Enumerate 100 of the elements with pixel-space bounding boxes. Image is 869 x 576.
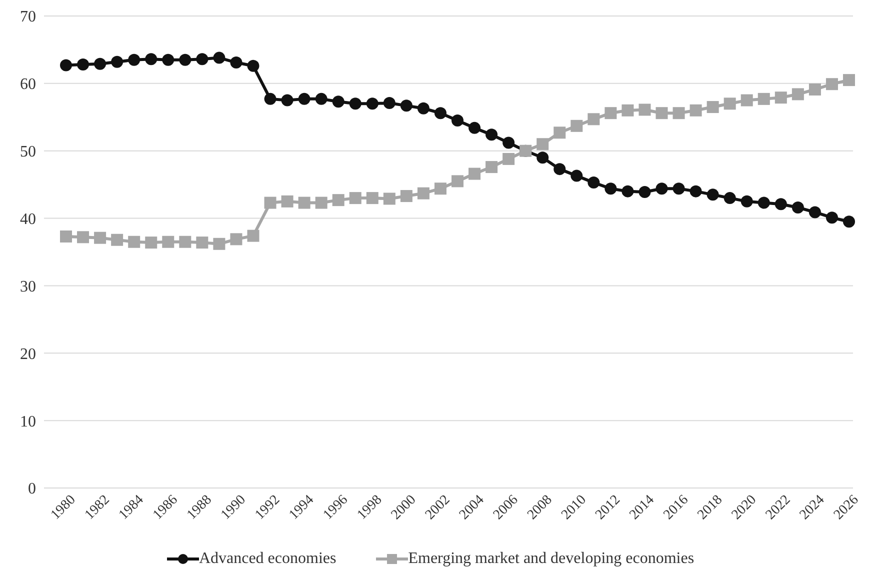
point bbox=[366, 98, 378, 110]
point bbox=[298, 196, 310, 209]
point bbox=[740, 94, 753, 106]
point bbox=[349, 192, 362, 204]
y-tick-label: 70 bbox=[20, 8, 36, 26]
point bbox=[740, 195, 753, 208]
point bbox=[179, 54, 192, 66]
point bbox=[315, 196, 328, 209]
point bbox=[400, 190, 412, 202]
point bbox=[554, 163, 566, 176]
point bbox=[502, 152, 515, 165]
point bbox=[622, 185, 634, 198]
point bbox=[690, 104, 702, 116]
point bbox=[792, 201, 804, 214]
point bbox=[792, 88, 804, 100]
point bbox=[417, 102, 430, 114]
point bbox=[162, 54, 174, 66]
point bbox=[486, 128, 498, 141]
point bbox=[758, 196, 770, 209]
point bbox=[434, 182, 446, 195]
point bbox=[77, 58, 90, 71]
point bbox=[638, 104, 651, 116]
point bbox=[843, 216, 855, 228]
point bbox=[672, 107, 685, 120]
point bbox=[213, 52, 226, 64]
point bbox=[213, 238, 226, 250]
point bbox=[298, 92, 310, 105]
point bbox=[690, 185, 702, 198]
point bbox=[247, 60, 260, 72]
point bbox=[145, 236, 158, 249]
point bbox=[724, 192, 736, 204]
point bbox=[604, 182, 617, 195]
point bbox=[332, 96, 344, 108]
point bbox=[536, 152, 549, 164]
point bbox=[230, 233, 242, 246]
point bbox=[808, 206, 821, 218]
point bbox=[570, 120, 583, 132]
point bbox=[383, 96, 396, 109]
y-tick-label: 50 bbox=[20, 144, 36, 161]
point bbox=[706, 188, 719, 201]
point bbox=[656, 182, 668, 195]
point bbox=[826, 212, 838, 224]
point bbox=[468, 168, 481, 180]
point bbox=[128, 236, 140, 248]
point bbox=[570, 170, 583, 182]
point bbox=[230, 56, 242, 69]
point bbox=[366, 192, 378, 204]
point bbox=[656, 107, 668, 120]
point bbox=[774, 198, 787, 210]
point bbox=[417, 187, 430, 200]
point bbox=[179, 236, 192, 248]
point bbox=[77, 231, 90, 244]
point bbox=[128, 54, 140, 66]
point bbox=[94, 232, 106, 244]
point bbox=[502, 136, 515, 149]
point bbox=[468, 122, 481, 134]
point bbox=[60, 59, 72, 72]
y-tick-label: 20 bbox=[20, 346, 36, 363]
point bbox=[383, 192, 396, 205]
point bbox=[400, 100, 412, 112]
point bbox=[60, 230, 72, 242]
point bbox=[588, 113, 600, 126]
point bbox=[434, 107, 446, 120]
point bbox=[281, 195, 294, 208]
point bbox=[452, 175, 464, 188]
point bbox=[264, 92, 276, 105]
point bbox=[774, 92, 787, 104]
point bbox=[162, 236, 174, 248]
legend-label: Advanced economies bbox=[198, 550, 336, 568]
point bbox=[247, 230, 260, 242]
point bbox=[706, 101, 719, 114]
point bbox=[843, 74, 855, 86]
point bbox=[826, 78, 838, 90]
point bbox=[638, 186, 651, 198]
point bbox=[758, 92, 770, 105]
point bbox=[111, 56, 124, 68]
point bbox=[332, 194, 344, 206]
y-tick-label: 0 bbox=[28, 480, 36, 498]
y-tick-label: 10 bbox=[20, 413, 36, 430]
point bbox=[349, 98, 362, 110]
point bbox=[604, 107, 617, 120]
y-tick-label: 60 bbox=[20, 76, 36, 94]
point bbox=[145, 53, 158, 66]
point bbox=[196, 236, 208, 249]
y-tick-label: 40 bbox=[20, 210, 36, 228]
point bbox=[486, 161, 498, 174]
point bbox=[672, 182, 685, 195]
point bbox=[536, 138, 549, 150]
point bbox=[808, 83, 821, 96]
point bbox=[724, 98, 736, 110]
point bbox=[588, 176, 600, 189]
legend-label: Emerging market and developing economies bbox=[408, 550, 694, 568]
point bbox=[452, 114, 464, 127]
point bbox=[554, 126, 566, 139]
point bbox=[111, 234, 124, 246]
point bbox=[196, 53, 208, 66]
point bbox=[264, 196, 276, 209]
point bbox=[315, 92, 328, 105]
point bbox=[94, 58, 106, 70]
y-tick-label: 30 bbox=[20, 278, 36, 296]
